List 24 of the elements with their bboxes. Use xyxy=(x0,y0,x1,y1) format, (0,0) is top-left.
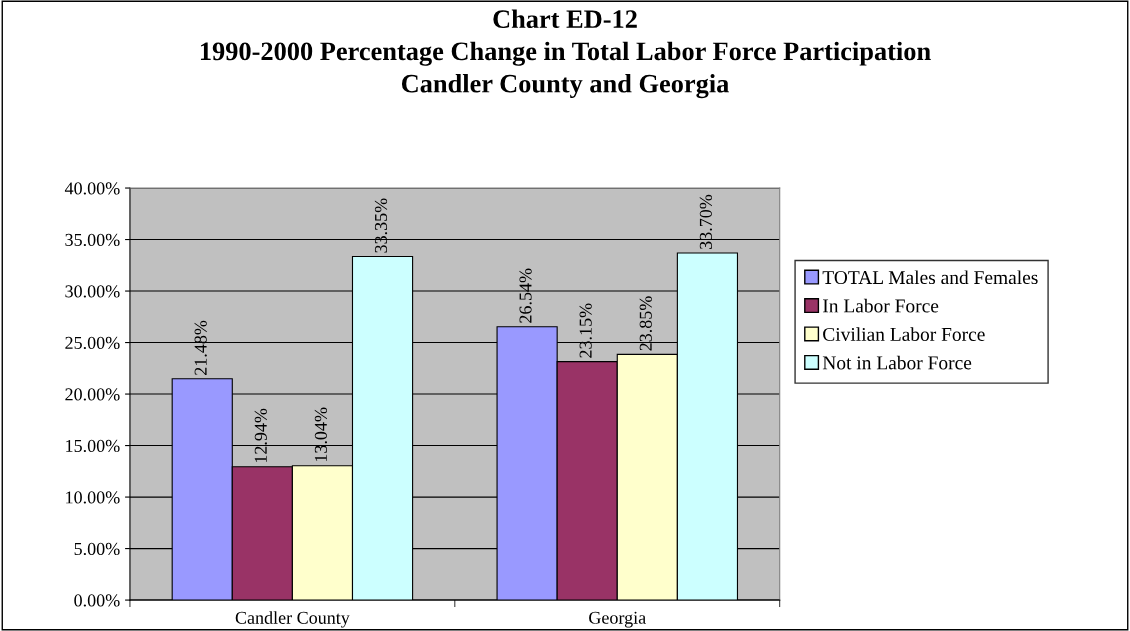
y-tick-label: 10.00% xyxy=(66,491,120,504)
data-label: 33.35% xyxy=(374,198,388,253)
y-tick-label: 15.00% xyxy=(66,439,120,453)
data-label: 21.48% xyxy=(194,320,207,375)
y-tick-label: 20.00% xyxy=(65,388,120,401)
y-tick-label: 40.00% xyxy=(64,182,120,195)
x-tick-label: Candler County xyxy=(235,611,350,628)
data-label: 23.15% xyxy=(579,303,592,358)
legend-label: Civilian Labor Force xyxy=(823,327,985,341)
x-tick-label: Georgia xyxy=(589,611,646,628)
chart-title: Chart ED-12 1990-2000 Percentage Change in Total Labor Force Participation Candler County and Georgia xyxy=(200,9,931,99)
y-tick-label: 0.00% xyxy=(74,594,120,607)
data-label: 33.70% xyxy=(699,194,713,249)
legend-label: Not in Labor Force xyxy=(822,355,972,370)
y-tick-label: 25.00% xyxy=(65,336,120,350)
data-label: 23.85% xyxy=(639,296,652,351)
y-tick-label: 35.00% xyxy=(65,233,120,247)
data-label: 13.04% xyxy=(314,407,328,462)
data-label: 12.94% xyxy=(254,408,267,463)
legend-label: TOTAL Males and Females xyxy=(822,270,1038,285)
y-tick-label: 30.00% xyxy=(65,285,120,298)
legend-label: In Labor Force xyxy=(823,298,939,313)
data-label: 26.54% xyxy=(519,268,532,323)
y-tick-label: 5.00% xyxy=(74,542,120,556)
